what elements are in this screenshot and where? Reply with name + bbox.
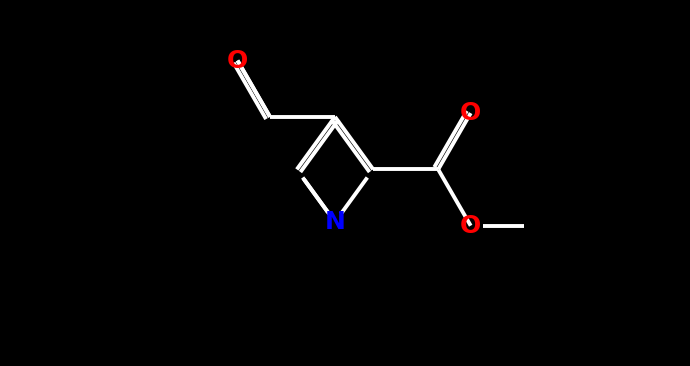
Text: N: N [324, 210, 346, 234]
Text: O: O [460, 214, 482, 238]
Text: O: O [227, 49, 248, 72]
Text: O: O [460, 101, 482, 125]
